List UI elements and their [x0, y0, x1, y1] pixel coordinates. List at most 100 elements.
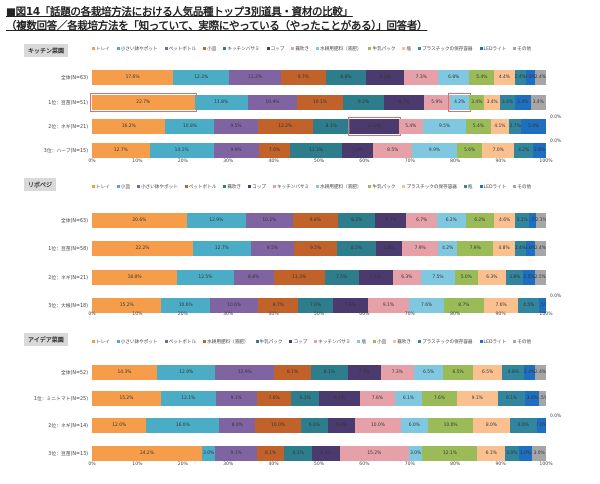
x-tick-label: 10% — [132, 312, 143, 317]
legend-label: 霧吹き — [295, 47, 310, 52]
legend-item: 小さい鉢やポット — [116, 339, 158, 345]
segment-label: 17.6% — [125, 75, 140, 80]
segment-label: 6.1% — [320, 451, 332, 456]
bar-row: 2位：ネギ(N=21) 18.8% 12.5% 8.8% 11.3% 7.5% 7.5% 6.… — [0, 270, 600, 285]
segment-label: 22.7% — [136, 100, 151, 105]
segment-label: 10.8% — [367, 124, 382, 129]
bar-segment: 2.5% — [534, 270, 546, 285]
row-label: 1位：ミニトマト(N=25) — [33, 397, 88, 402]
bar-segment: 3.1% — [515, 213, 530, 228]
stacked-bar: 15.2% 10.6% 10.6% 8.7% 7.6% 7.6% 9.1% 7.6% 8.7% 7… — [92, 298, 546, 313]
segment-label: 7.0% — [351, 148, 364, 153]
segment-label-outside: 0.0% — [550, 414, 562, 419]
segment-label: 10.0% — [443, 423, 458, 428]
legend-swatch — [463, 185, 467, 188]
legend-label: キッチンバサミ — [227, 47, 260, 52]
bar-segment: 8.1% — [312, 119, 350, 134]
legend-item: 霧吹き — [291, 46, 309, 52]
bar-row: 2位：ネギ(N=21) 16.2% 10.8% 9.5% 12.2% 8.1% 10.8% 5… — [0, 115, 600, 136]
bar-segment: 3.0% — [408, 446, 423, 461]
segment-label: 7.0% — [268, 148, 281, 153]
legend-label: トレイ — [96, 47, 110, 52]
x-tick-label: 30% — [223, 462, 234, 467]
bar-segment: 1.5% — [539, 298, 546, 313]
legend-swatch — [402, 47, 406, 50]
bar-segment: 22.2% — [92, 241, 193, 256]
legend-swatch — [116, 340, 120, 343]
bar-segment: 6.1% — [497, 391, 526, 406]
legend-label: 小皿 — [120, 185, 130, 190]
segment-label: 20.6% — [132, 218, 147, 223]
bar-segment: 20.6% — [92, 213, 187, 228]
bar-row: 3位：豆苗(N=13) 24.2% 3.0% 9.1% 6.1% 6.1% 6.1% 15.2… — [0, 446, 600, 461]
bar-segment: 16.0% — [146, 418, 220, 433]
legend-swatch — [92, 185, 95, 188]
bar-segment: 2.4% — [534, 70, 546, 85]
bar-segment: 6.5% — [413, 365, 444, 380]
row-label: 全体(N=52) — [60, 371, 88, 376]
legend-swatch — [402, 185, 406, 188]
x-tick-label: 30% — [223, 159, 234, 164]
bar-segment: 9.5% — [293, 241, 338, 256]
segment-label: 7.6% — [268, 396, 280, 401]
bar-segment: 3.0% — [201, 446, 216, 461]
bar-segment: 9.1% — [367, 298, 410, 313]
bar-segment: 17.6% — [92, 70, 174, 85]
x-tick-label: 70% — [404, 159, 415, 164]
segment-label: 2.4% — [535, 370, 546, 375]
legend-item: 水耕用肥料（液肥） — [203, 339, 249, 345]
segment-label: 10.6% — [227, 303, 242, 308]
bar-segment: 14.1% — [149, 143, 214, 158]
stacked-bar: 12.7% 14.1% 9.9% 7.0% 11.3% 7.0% 8.5% 9.9% 5.6% 7… — [92, 143, 546, 158]
legend-item: コップ — [266, 46, 284, 52]
legend-item: LEDライト — [479, 184, 506, 190]
segment-label: 3.4% — [486, 100, 498, 105]
segment-label: 16.0% — [175, 423, 190, 428]
bar-segment: 16.2% — [92, 119, 166, 134]
segment-label: 2.5% — [534, 275, 546, 280]
segment-label: 9.2% — [357, 100, 370, 105]
legend-swatch — [92, 340, 95, 343]
row-label: 全体(N=63) — [60, 219, 88, 224]
bar-segment: 6.8% — [438, 70, 470, 85]
bar-segment: 6.0% — [328, 418, 356, 433]
bar-segment: 6.0% — [509, 418, 537, 433]
bar-segment: 2.0% — [525, 70, 535, 85]
bar-segment: 7.3% — [347, 365, 381, 380]
bar-segment: 14.3% — [92, 365, 157, 380]
segment-label: 12.1% — [181, 396, 196, 401]
row-label: 1位：豆苗(N=51) — [48, 101, 88, 106]
segment-label: 6.1% — [402, 396, 414, 401]
bar-row: 全体(N=52) 14.3% 12.9% 12.9% 8.1% 8.1% 7.3% 7.3% 6… — [0, 365, 600, 380]
bar-segment: 9.5% — [423, 119, 467, 134]
row-label: 3位：豆苗(N=13) — [48, 452, 88, 457]
bar-segment: 11.3% — [290, 143, 342, 158]
segment-label: 10.6% — [178, 303, 193, 308]
legend-swatch — [291, 47, 295, 50]
legend-label: 小さい鉢やポット — [120, 47, 158, 52]
legend-label: 水耕用肥料（液肥） — [207, 340, 249, 345]
bar-segment: 6.1% — [256, 446, 285, 461]
x-tick-label: 40% — [268, 159, 279, 164]
segment-label: 3.4% — [517, 100, 529, 105]
legend-item: ペットボトル — [164, 339, 196, 345]
bar-segment: 9.1% — [215, 446, 257, 461]
segment-label: 9.1% — [230, 451, 242, 456]
segment-label: 9.1% — [471, 396, 483, 401]
legend-item: 瓶 — [357, 339, 366, 345]
legend-label: LEDライト — [483, 47, 507, 52]
bar-segment: 4.6% — [494, 213, 516, 228]
bar-segment: 7.6% — [332, 298, 368, 313]
bar-segment: 9.1% — [318, 391, 361, 406]
segment-label: 5.4% — [472, 124, 484, 129]
legend-item: 牛乳パック — [368, 46, 395, 52]
bar-segment: 10.0% — [427, 418, 474, 433]
bar-segment: 9.1% — [215, 391, 257, 406]
bar-segment: 12.1% — [422, 446, 478, 461]
bar-segment: 9.8% — [292, 213, 338, 228]
bar-segment: 9.9% — [213, 143, 259, 158]
segment-label: 2.0% — [536, 423, 546, 428]
x-tick-label: 70% — [404, 462, 415, 467]
x-tick-label: 70% — [404, 312, 415, 317]
x-tick-label: 90% — [495, 159, 506, 164]
